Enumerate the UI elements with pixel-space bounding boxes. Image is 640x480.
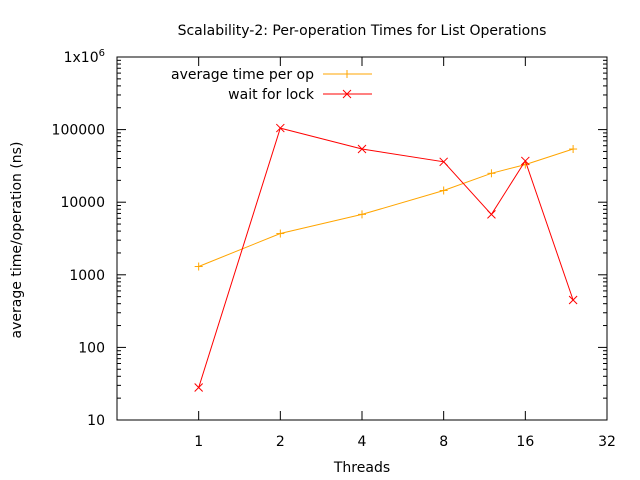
- x-axis: 1 2 4 8 16 32: [194, 57, 616, 450]
- y-tick-label: 100000: [52, 123, 105, 139]
- data-point: [439, 157, 449, 167]
- data-point: [357, 144, 367, 154]
- y-axis: 10 100 1000 10000 100000 1x106: [52, 48, 607, 429]
- x-tick-label: 16: [516, 434, 534, 450]
- y-tick-label: 1x106: [64, 48, 105, 66]
- x-tick-label: 2: [276, 434, 285, 450]
- y-axis-label: average time/operation (ns): [9, 142, 25, 339]
- y-tick-label: 10000: [60, 195, 105, 211]
- series-layer: [194, 123, 578, 392]
- series-2: [194, 123, 578, 392]
- y-tick-label: 10: [87, 413, 105, 429]
- y-tick-label: 1000: [69, 268, 105, 284]
- data-point: [487, 210, 496, 219]
- x-tick-label: 4: [358, 434, 367, 450]
- x-tick-label: 8: [439, 434, 448, 450]
- x-tick-label: 32: [598, 434, 616, 450]
- legend-label: average time per op: [171, 67, 314, 83]
- data-point: [568, 295, 578, 305]
- x-tick-label: 1: [194, 434, 203, 450]
- data-point: [194, 383, 204, 392]
- data-point: [275, 123, 285, 133]
- legend: average time per op wait for lock: [171, 67, 372, 103]
- legend-label: wait for lock: [228, 87, 315, 103]
- plot-area: [116, 56, 608, 421]
- x-axis-label: Threads: [333, 460, 390, 476]
- y-tick-label: 100: [78, 340, 105, 356]
- legend-marker: [342, 89, 352, 99]
- series-1: [194, 145, 578, 271]
- data-point: [520, 156, 530, 166]
- chart-title: Scalability-2: Per-operation Times for L…: [178, 23, 547, 39]
